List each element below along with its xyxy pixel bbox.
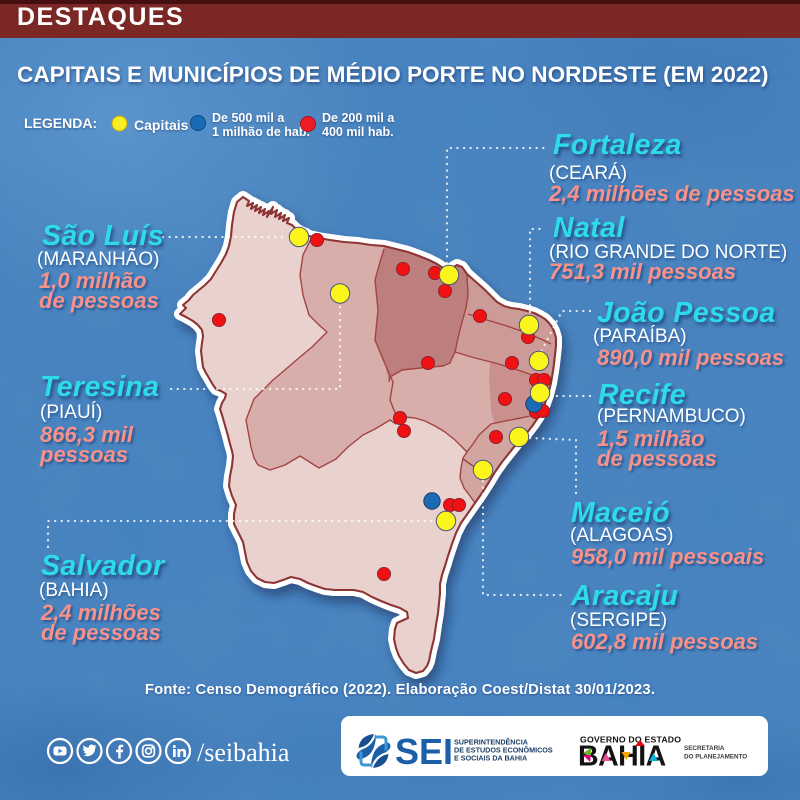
svg-text:SECRETARIA: SECRETARIA	[684, 745, 725, 752]
svg-text:E SOCIAIS DA BAHIA: E SOCIAIS DA BAHIA	[454, 754, 527, 763]
svg-text:DO PLANEJAMENTO: DO PLANEJAMENTO	[684, 754, 747, 761]
svg-text:SEI: SEI	[395, 731, 453, 772]
svg-text:GOVERNO DO ESTADO: GOVERNO DO ESTADO	[580, 735, 681, 745]
svg-text:SUPERINTENDÊNCIA: SUPERINTENDÊNCIA	[454, 738, 528, 747]
svg-text:DE ESTUDOS ECONÔMICOS: DE ESTUDOS ECONÔMICOS	[454, 746, 553, 755]
